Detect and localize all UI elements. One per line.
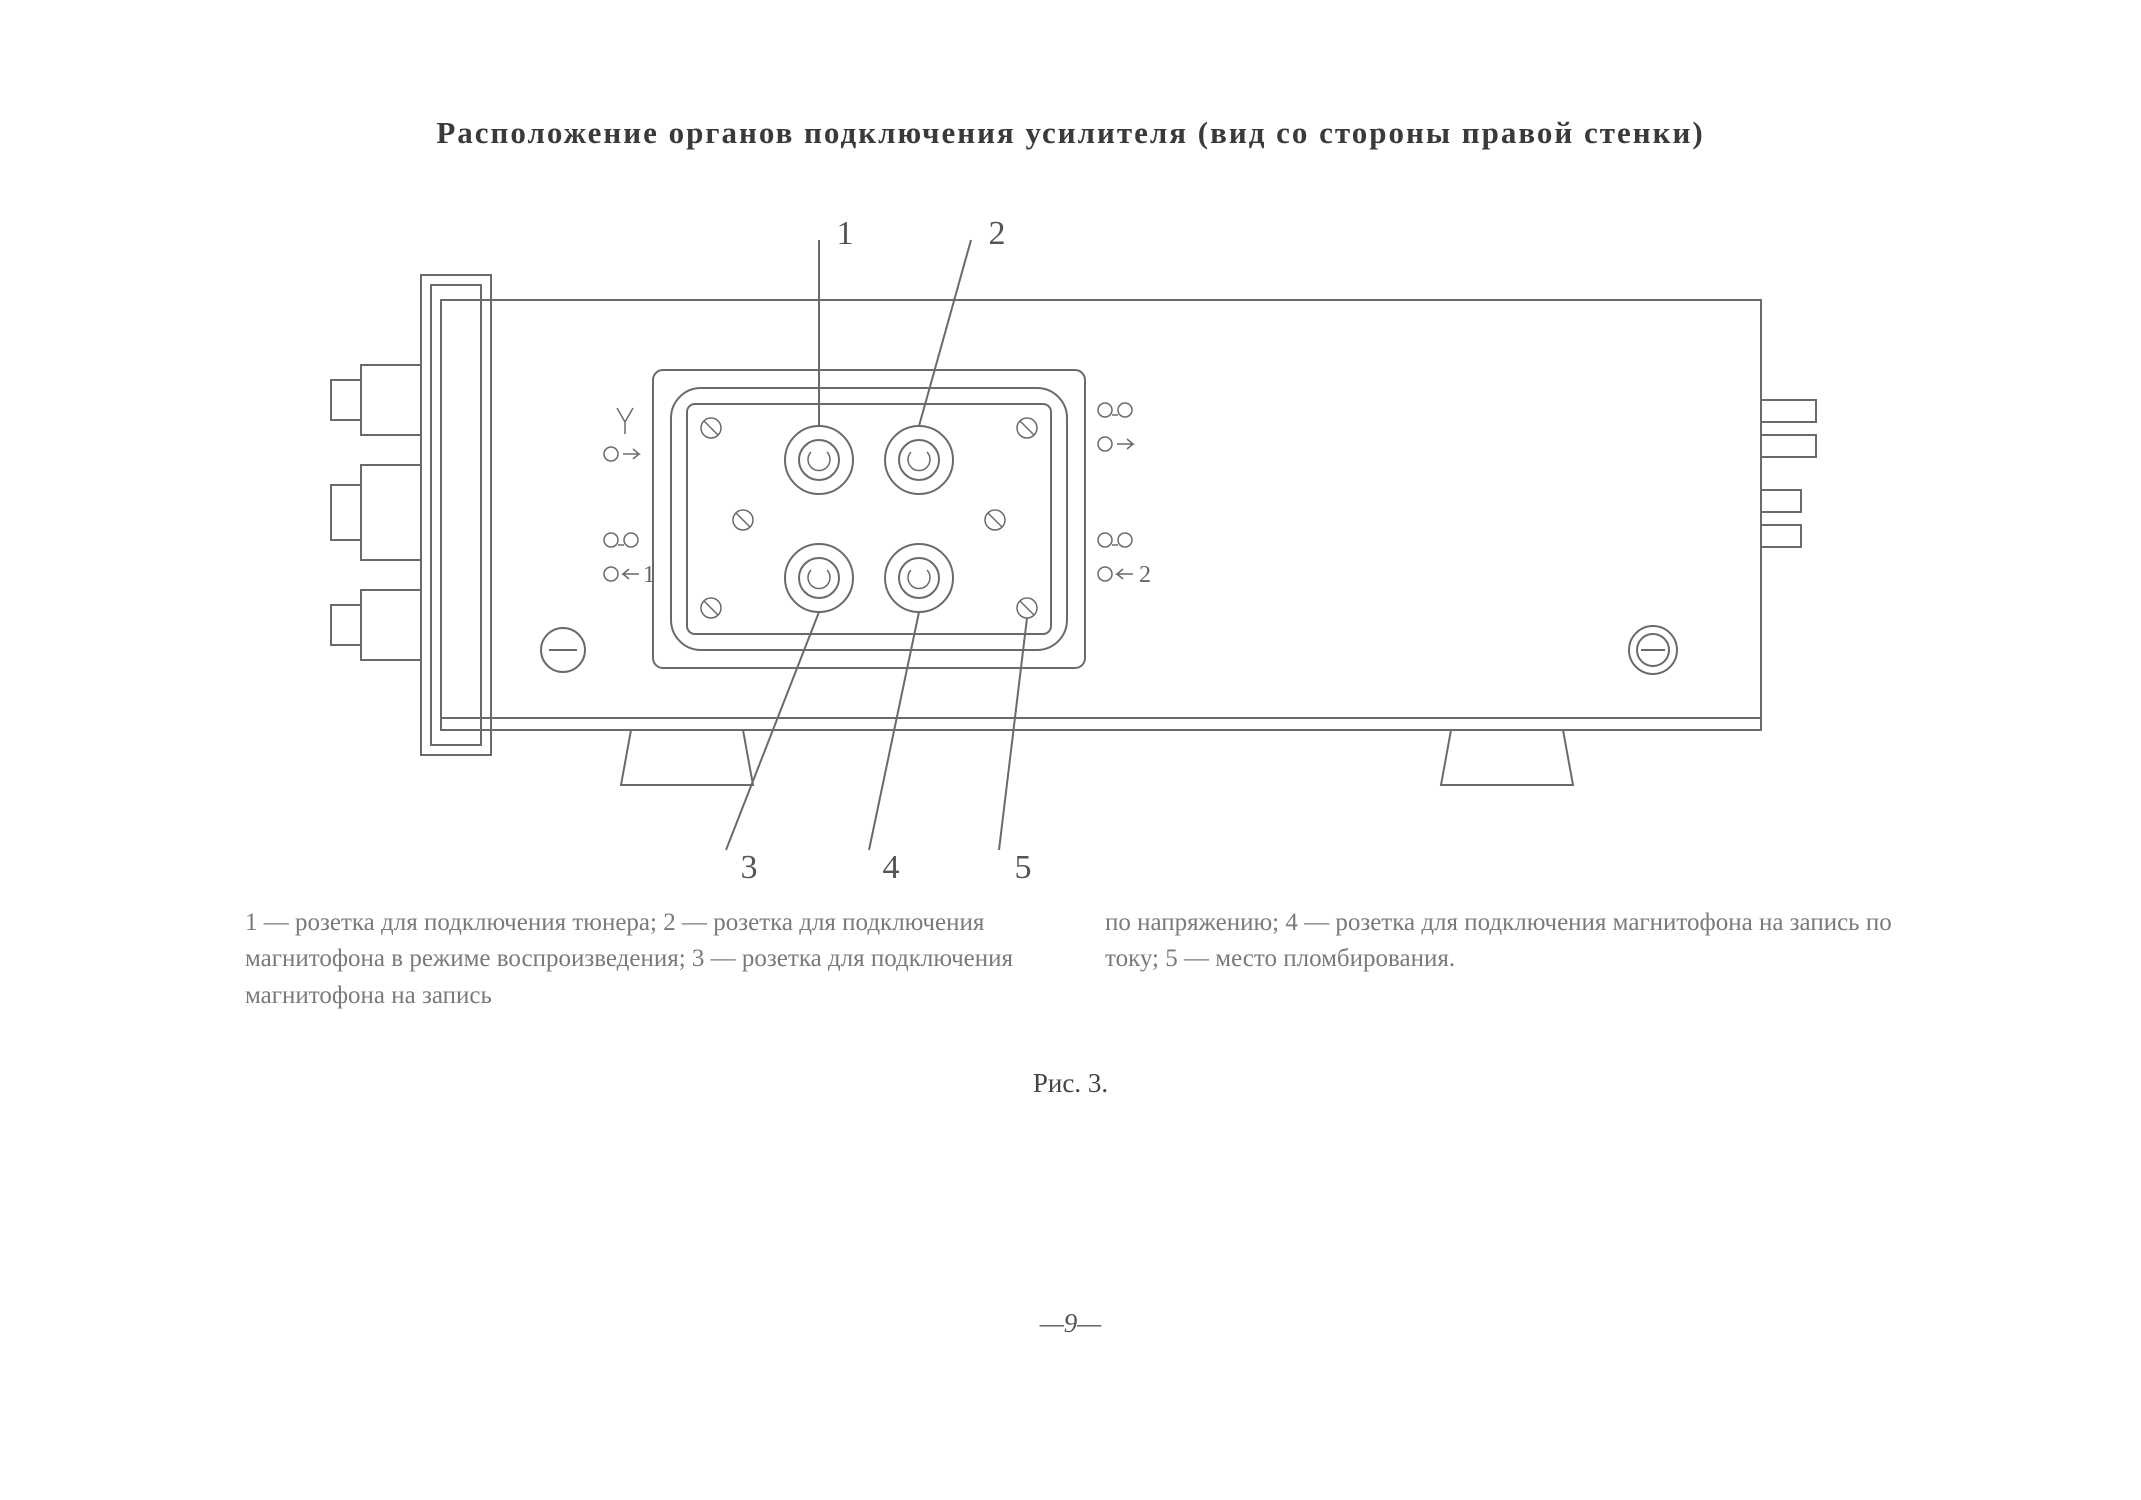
caption-right: по напряжению; 4 — розетка для подключен… xyxy=(1105,905,1905,1014)
page: Расположение органов подключения усилите… xyxy=(0,0,2141,1500)
callout-3: 3 xyxy=(740,849,757,886)
callout-5: 5 xyxy=(1014,849,1031,886)
panel-mark-right: 2 xyxy=(1139,562,1151,588)
amplifier-diagram-svg: 1 2 3 4 5 1 2 xyxy=(271,210,1871,890)
page-title: Расположение органов подключения усилите… xyxy=(0,115,2141,151)
page-number: —9— xyxy=(0,1308,2141,1339)
figure-container: 1 2 3 4 5 1 2 xyxy=(271,210,1871,890)
figure-caption: 1 — розетка для подключения тюнера; 2 — … xyxy=(245,905,1905,1014)
callout-4: 4 xyxy=(882,849,899,886)
panel-mark-left: 1 xyxy=(643,562,655,588)
callout-1: 1 xyxy=(836,215,853,252)
caption-left: 1 — розетка для подключения тюнера; 2 — … xyxy=(245,905,1045,1014)
callout-2: 2 xyxy=(988,215,1005,252)
figure-label: Рис. 3. xyxy=(0,1068,2141,1099)
